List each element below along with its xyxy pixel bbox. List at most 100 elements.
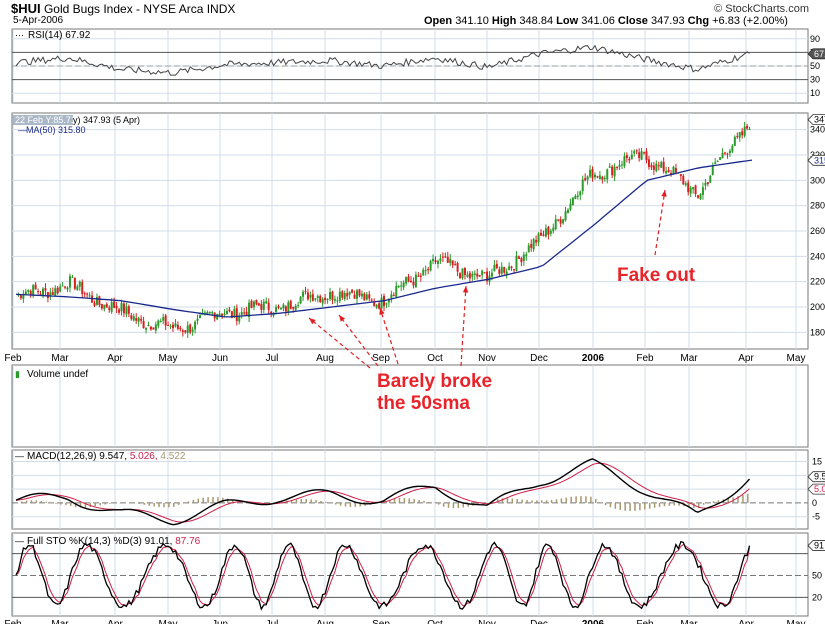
macd-tag-box bbox=[807, 471, 825, 483]
candle-body bbox=[157, 320, 160, 326]
macd-hist-bar bbox=[428, 501, 430, 503]
x-axis-label-bottom: Jul bbox=[266, 619, 279, 624]
candle-body bbox=[471, 273, 474, 277]
macd-signal-line bbox=[15, 462, 750, 523]
arrow-jul-head bbox=[309, 318, 316, 325]
macd-hist-bar bbox=[295, 499, 298, 503]
candle-body bbox=[98, 296, 101, 305]
macd-hist-bar bbox=[89, 502, 92, 508]
candle-body bbox=[105, 303, 108, 308]
candle-body bbox=[127, 306, 130, 314]
candle-body bbox=[250, 300, 253, 309]
candle-body bbox=[360, 293, 363, 297]
candle-body bbox=[321, 298, 324, 304]
macd-hist-bar bbox=[163, 502, 165, 508]
macd-hist-bar bbox=[344, 502, 347, 507]
candle-body bbox=[500, 266, 503, 274]
candle-body bbox=[118, 309, 121, 313]
macd-hist-bar bbox=[30, 500, 33, 503]
candle-body bbox=[454, 264, 457, 266]
macd-hist-bar bbox=[531, 500, 533, 503]
candle-body bbox=[154, 324, 157, 331]
candle-body bbox=[39, 294, 42, 296]
candle-body bbox=[316, 296, 319, 299]
candle-body bbox=[473, 273, 476, 275]
candle-body bbox=[83, 293, 86, 295]
candle-body bbox=[598, 175, 601, 180]
candle-body bbox=[540, 232, 543, 236]
macd-hist-bar bbox=[565, 497, 568, 503]
macd-hist-bar bbox=[619, 502, 622, 510]
candle-body bbox=[19, 295, 22, 299]
macd-hist-bar bbox=[629, 502, 631, 511]
candle-body bbox=[275, 307, 278, 312]
candle-body bbox=[429, 260, 432, 271]
macd-hist-bar bbox=[742, 494, 744, 503]
candle-body bbox=[54, 288, 57, 296]
x-axis-label: Dec bbox=[530, 353, 548, 364]
candle-body bbox=[46, 291, 49, 299]
x-axis-label-bottom: Nov bbox=[478, 619, 496, 624]
ma-price-tag: 315 bbox=[814, 155, 825, 165]
macd-hist-bar bbox=[388, 499, 391, 503]
candle-body bbox=[709, 175, 712, 183]
candle-body bbox=[122, 303, 125, 314]
candle-body bbox=[513, 269, 516, 271]
macd-hist-bar bbox=[99, 502, 101, 506]
candle-body bbox=[731, 145, 734, 152]
candle-body bbox=[142, 321, 145, 329]
sto-y-tick: 20 bbox=[812, 592, 822, 602]
candle-body bbox=[417, 275, 420, 277]
candle-body bbox=[240, 312, 243, 315]
x-axis-label-bottom: May bbox=[787, 619, 806, 624]
candle-body bbox=[324, 297, 327, 301]
candle-body bbox=[441, 256, 444, 258]
candle-body bbox=[601, 176, 604, 180]
candle-body bbox=[608, 166, 611, 168]
price-legend-bg bbox=[13, 115, 73, 125]
macd-hist-bar bbox=[104, 502, 106, 505]
candle-body bbox=[672, 166, 675, 174]
macd-hist-bar bbox=[717, 500, 720, 503]
candle-body bbox=[351, 289, 354, 293]
macd-hist-bar bbox=[315, 499, 317, 503]
macd-hist-bar bbox=[280, 501, 283, 503]
candle-body bbox=[194, 321, 197, 330]
macd-hist-bar bbox=[45, 501, 47, 503]
candle-body bbox=[277, 306, 280, 308]
candle-body bbox=[297, 304, 300, 306]
macd-hist-bar bbox=[639, 502, 641, 511]
x-axis-label-bottom: Dec bbox=[530, 619, 548, 624]
arrow-jul bbox=[308, 317, 371, 369]
candle-body bbox=[711, 165, 714, 175]
sto-k-line bbox=[15, 540, 751, 611]
candle-body bbox=[380, 297, 383, 309]
candle-body bbox=[108, 307, 111, 310]
macd-hist-bar bbox=[491, 501, 494, 503]
candle-body bbox=[586, 176, 589, 180]
macd-hist-bar bbox=[536, 500, 538, 503]
x-axis-label-bottom: Apr bbox=[107, 619, 123, 624]
macd-hist-bar bbox=[69, 502, 72, 507]
x-axis-label: May bbox=[787, 353, 806, 364]
macd-hist-bar bbox=[437, 502, 440, 505]
candle-body bbox=[368, 294, 371, 299]
macd-hist-bar bbox=[634, 502, 636, 511]
candle-body bbox=[395, 285, 398, 297]
macd-hist-bar bbox=[35, 500, 38, 503]
candle-body bbox=[549, 230, 552, 234]
candle-body bbox=[490, 272, 493, 277]
candle-body bbox=[294, 306, 297, 311]
candle-body bbox=[434, 260, 437, 263]
candle-body bbox=[137, 317, 140, 322]
price-y-tick: 200 bbox=[810, 302, 825, 312]
candle-body bbox=[652, 165, 655, 170]
candle-body bbox=[257, 303, 260, 306]
macd-hist-bar bbox=[614, 502, 617, 509]
candle-body bbox=[110, 302, 113, 312]
candle-body bbox=[407, 276, 410, 282]
macd-hist-bar bbox=[624, 502, 626, 511]
macd-hist-bar bbox=[541, 500, 543, 503]
arrow-oct-head bbox=[462, 286, 469, 293]
